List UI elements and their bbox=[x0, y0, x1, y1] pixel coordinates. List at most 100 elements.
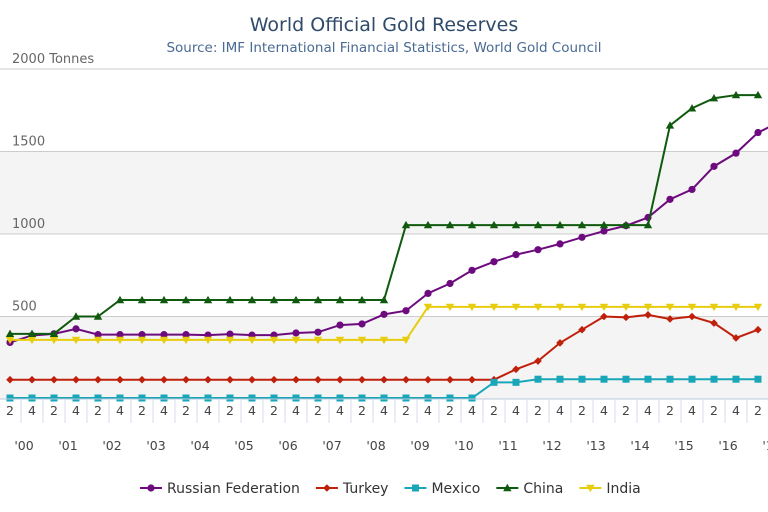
data-point bbox=[688, 185, 696, 194]
x-year-label: '12 bbox=[542, 438, 561, 453]
x-quarter-label: 4 bbox=[688, 403, 696, 418]
x-quarter-label: 4 bbox=[644, 403, 652, 418]
data-point bbox=[534, 375, 542, 383]
x-quarter-label: 4 bbox=[116, 403, 124, 418]
data-point bbox=[666, 195, 674, 203]
data-point bbox=[380, 375, 388, 384]
x-quarter-label: 2 bbox=[358, 403, 366, 418]
data-point bbox=[643, 220, 653, 229]
data-point bbox=[336, 321, 344, 329]
data-point bbox=[27, 336, 37, 345]
data-point bbox=[578, 233, 586, 241]
legend-item-india[interactable]: India bbox=[579, 481, 641, 497]
data-point bbox=[314, 375, 322, 384]
data-point bbox=[49, 329, 59, 338]
x-quarter-label: 2 bbox=[402, 403, 410, 418]
data-point bbox=[556, 375, 564, 383]
data-point bbox=[424, 289, 432, 297]
x-quarter-label: 4 bbox=[72, 403, 80, 418]
x-quarter-label: 4 bbox=[336, 403, 344, 418]
data-point bbox=[335, 336, 345, 345]
data-point bbox=[182, 394, 190, 402]
data-point bbox=[732, 334, 740, 342]
data-point bbox=[468, 375, 476, 384]
data-point bbox=[709, 303, 719, 312]
legend-label: Turkey bbox=[342, 481, 389, 497]
data-point bbox=[358, 320, 366, 328]
legend-label: India bbox=[606, 481, 640, 497]
data-point bbox=[335, 295, 345, 304]
series-china bbox=[5, 90, 763, 338]
data-point bbox=[116, 375, 124, 384]
data-point bbox=[71, 336, 81, 345]
data-point bbox=[204, 375, 212, 384]
data-point bbox=[115, 336, 125, 345]
data-point bbox=[138, 375, 146, 384]
data-point bbox=[688, 375, 696, 383]
data-point bbox=[94, 394, 102, 402]
data-point bbox=[116, 394, 124, 402]
data-point bbox=[225, 295, 235, 304]
data-point bbox=[445, 303, 455, 312]
data-point bbox=[423, 220, 433, 229]
data-point bbox=[754, 375, 762, 383]
x-quarter-label: 4 bbox=[732, 403, 740, 418]
data-point bbox=[182, 375, 190, 384]
data-point bbox=[50, 375, 58, 384]
data-point bbox=[138, 331, 146, 339]
legend-item-russian-federation[interactable]: Russian Federation bbox=[140, 481, 300, 497]
data-point bbox=[160, 375, 168, 384]
x-axis: 2 4 2 4 2 4 2 4 2 4 2 4 2 4 2 4 2 4 2 4 2 4 2 4 2 4 2 4 2 4 2 4 2 4 2'00'0… bbox=[0, 398, 768, 453]
data-point bbox=[423, 303, 433, 312]
data-point bbox=[600, 375, 608, 383]
data-point bbox=[446, 394, 454, 402]
legend-item-turkey[interactable]: Turkey bbox=[315, 481, 389, 497]
data-point bbox=[269, 336, 279, 345]
series-mexico bbox=[6, 375, 762, 402]
data-point bbox=[138, 394, 146, 402]
data-point bbox=[710, 375, 718, 383]
x-quarter-label: 2 bbox=[182, 403, 190, 418]
legend-item-mexico[interactable]: Mexico bbox=[404, 481, 480, 497]
x-year-label: '05 bbox=[234, 438, 253, 453]
data-point bbox=[72, 325, 80, 333]
data-point bbox=[490, 258, 498, 266]
x-quarter-label: 4 bbox=[512, 403, 520, 418]
data-point bbox=[6, 375, 14, 384]
data-point bbox=[533, 220, 543, 229]
data-point bbox=[467, 220, 477, 229]
x-quarter-label: 2 bbox=[754, 403, 762, 418]
data-point bbox=[323, 484, 331, 492]
data-point bbox=[555, 303, 565, 312]
data-point bbox=[556, 240, 564, 248]
x-quarter-label: 2 bbox=[710, 403, 718, 418]
data-point bbox=[622, 375, 630, 383]
x-year-label: '16 bbox=[718, 438, 737, 453]
x-year-label: '15 bbox=[674, 438, 693, 453]
series-line-russian-federation bbox=[9, 126, 768, 344]
data-point bbox=[313, 336, 323, 345]
x-quarter-label: 2 bbox=[446, 403, 454, 418]
y-tick-label: 2000 Tonnes bbox=[12, 52, 94, 67]
data-point bbox=[665, 121, 675, 129]
data-point bbox=[225, 336, 235, 345]
data-point bbox=[203, 336, 213, 345]
y-axis-ticks: 500 1000 1500 2000 Tonnes bbox=[12, 52, 94, 315]
legend: Russian Federation Turkey Mexico China India bbox=[140, 481, 641, 497]
legend-item-china[interactable]: China bbox=[496, 481, 563, 497]
chart-title: World Official Gold Reserves bbox=[250, 14, 519, 36]
data-point bbox=[159, 295, 169, 304]
data-point bbox=[292, 375, 300, 384]
x-quarter-label: 2 bbox=[138, 403, 146, 418]
data-point bbox=[446, 279, 454, 288]
data-point bbox=[446, 375, 454, 384]
x-quarter-label: 4 bbox=[380, 403, 388, 418]
data-point bbox=[402, 394, 410, 402]
data-point bbox=[137, 336, 147, 345]
data-point bbox=[401, 220, 411, 229]
x-quarter-label: 4 bbox=[600, 403, 608, 418]
x-year-label: '09 bbox=[410, 438, 429, 453]
data-point bbox=[270, 375, 278, 384]
data-point bbox=[644, 311, 652, 319]
data-point bbox=[424, 394, 432, 402]
